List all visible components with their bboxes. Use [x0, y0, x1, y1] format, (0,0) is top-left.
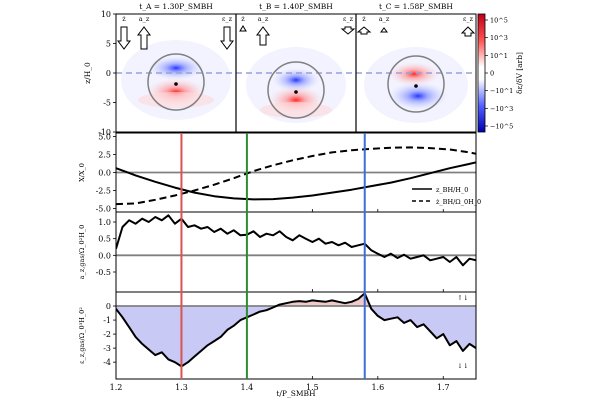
x-tick-label: 1.2: [110, 383, 123, 392]
x-tick-label: 1.6: [371, 383, 384, 392]
y-tick-label: 0.5: [98, 235, 111, 244]
y-tick-label: -4: [103, 358, 111, 367]
snapshot-title-a: t_A = 1.30P_SMBH: [139, 2, 213, 11]
legend-entry-zbh: z_BH/H_0: [436, 186, 468, 194]
y-axis-label-position: X/X_0: [78, 163, 86, 182]
y-tick-label: 1.0: [98, 218, 111, 227]
y-tick-label: -10: [98, 128, 111, 137]
epsz-arrow-down-icon: [220, 26, 234, 50]
snapshot-title-b: t_B = 1.40P_SMBH: [259, 2, 333, 11]
series-line-position-0: [116, 161, 476, 201]
y-axis-label-energy: ε_z,gas/Ω_0³H_0²: [78, 307, 86, 364]
hill-sphere-circle: [387, 55, 445, 113]
positive-fill: [116, 293, 476, 307]
y-tick-label: -3: [103, 344, 111, 353]
epsz-arrow-up-icon: [460, 26, 476, 37]
snapshot-title-c: t_C = 1.58P_SMBH: [379, 2, 453, 11]
up-i-label: ↑ i: [457, 294, 467, 302]
hill-sphere-circle: [147, 53, 205, 111]
zdot-arrow-down-icon: [239, 25, 247, 32]
x-tick-label: 1.4: [241, 383, 254, 392]
snapshot-panel-a: [121, 40, 231, 120]
zdot-label: ż: [241, 15, 245, 23]
blue-lobe: [148, 56, 204, 80]
colorbar-tick-label: 10^3: [490, 34, 508, 42]
legend-entry-zdot: ż_BH/Ω_0H_0: [436, 198, 481, 206]
colorbar-label: δε/δV [arb]: [515, 52, 524, 94]
colorbar-tick-label: 10^5: [490, 17, 508, 25]
x-tick-label: 1.7: [437, 383, 450, 392]
colorbar-tick-label: 0: [490, 70, 494, 78]
epsz-label: ε_z: [463, 15, 474, 23]
arrow-key-b: ż a_z ε_z: [239, 15, 356, 46]
epsz-arrow-down-icon: [340, 26, 356, 35]
down-i-label: ↓ i: [457, 362, 467, 370]
black-hole-marker: [174, 82, 178, 86]
colorbar-tick-label: −10^5: [490, 123, 513, 131]
colorbar-ticks: 10^5 10^3 10^1 0 −10^1 −10^3 −10^5: [485, 17, 513, 131]
y-tick-label: -0.5: [96, 268, 111, 277]
zdot-label: ż: [122, 15, 126, 23]
arrow-key-c: ż a_z ε_z: [356, 15, 476, 37]
snapshot-y-label: z/H_0: [83, 62, 92, 84]
colorbar-tick-label: 10^1: [490, 52, 508, 60]
epsz-label: ε_z: [343, 15, 354, 23]
black-hole-marker: [414, 84, 418, 88]
y-axis-label-acceleration: a_z,gas/Ω_0²H_0: [78, 225, 86, 280]
snapshot-panel-b: [246, 47, 346, 123]
blue-lobe: [272, 68, 320, 92]
series-line-acceleration-0: [116, 214, 476, 267]
zdot-arrow-up-icon: [356, 26, 372, 35]
black-hole-marker: [294, 90, 298, 94]
y-tick-label: 0.0: [98, 169, 111, 178]
y-tick-label: -5.0: [96, 204, 111, 213]
az-label: a_z: [139, 15, 150, 23]
red-lobe: [388, 62, 440, 86]
y-tick-label: 0: [106, 302, 111, 311]
panel-frame-acceleration: [115, 211, 477, 293]
y-tick-label: 2.5: [98, 151, 111, 160]
series-line-energy-0: [116, 292, 476, 368]
snapshot-y-axis: 10 5 0 -5 -10: [98, 10, 116, 137]
colorbar-tick-label: −10^3: [490, 105, 513, 113]
y-tick-label: 0.0: [98, 251, 111, 260]
colorbar: [477, 13, 486, 133]
hill-sphere-circle: [267, 61, 325, 119]
az-label: a_z: [379, 15, 390, 23]
series-line-position-1: [116, 146, 476, 206]
y-tick-label: 5: [106, 40, 111, 49]
x-tick-label: 1.5: [306, 383, 319, 392]
panel-frame-energy: [115, 291, 477, 380]
az-arrow-up-icon: [256, 26, 270, 46]
y-tick-label: -5: [103, 99, 111, 108]
y-tick-label: 5.0: [98, 133, 111, 142]
x-tick-label: 1.3: [175, 383, 188, 392]
zdot-arrow-down-icon: [117, 26, 131, 50]
y-tick-label: -1: [103, 316, 111, 325]
x-axis-label: t/P_SMBH: [276, 389, 316, 398]
y-tick-label: -2.5: [96, 186, 111, 195]
epsz-label: ε_z: [222, 15, 233, 23]
arrow-key-a: ż a_z ε_z: [117, 15, 234, 50]
az-arrow-up-icon: [137, 26, 151, 50]
az-label: a_z: [258, 15, 269, 23]
y-tick-label: -2: [103, 330, 111, 339]
time-series-axes: 5.0 2.5 0.0 -2.5 -5.0 X/X_0 1.0 0.5 0.0 -0.5 a_z,g…: [78, 132, 477, 392]
colorbar-tick-label: −10^1: [490, 87, 513, 95]
y-tick-label: 10: [101, 10, 111, 19]
az-arrow-up-icon: [380, 27, 388, 33]
negative-fill: [116, 306, 476, 367]
y-tick-label: 0: [106, 69, 111, 78]
blue-lobe: [388, 82, 448, 110]
zdot-label: ż: [362, 15, 366, 23]
position-legend: z_BH/H_0 ż_BH/Ω_0H_0: [412, 186, 481, 206]
time-series-plots: [116, 146, 476, 368]
